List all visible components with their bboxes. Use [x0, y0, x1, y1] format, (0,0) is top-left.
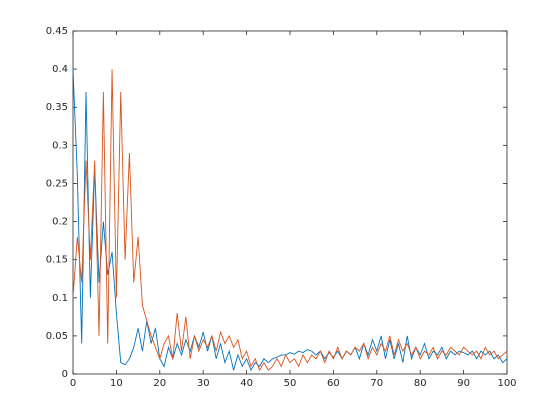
- y-tick-label: 0.1: [52, 293, 68, 304]
- y-tick-label: 0.15: [46, 255, 68, 266]
- y-tick-label: 0: [62, 369, 68, 380]
- y-tick-label: 0.25: [46, 178, 68, 189]
- y-tick-label: 0.35: [46, 102, 68, 113]
- x-tick-label: 90: [457, 378, 470, 389]
- axes-box: [72, 30, 508, 375]
- x-tick-label: 30: [197, 378, 210, 389]
- y-tick-label: 0.4: [52, 64, 68, 75]
- x-tick-label: 80: [414, 378, 427, 389]
- y-tick-label: 0.3: [52, 140, 68, 151]
- x-tick-label: 10: [110, 378, 123, 389]
- x-tick-label: 40: [240, 378, 253, 389]
- y-tick-label: 0.05: [46, 331, 68, 342]
- series-line: [72, 69, 508, 372]
- y-tick-label: 0.2: [52, 217, 68, 228]
- x-tick-label: 100: [497, 378, 516, 389]
- x-tick-label: 50: [284, 378, 297, 389]
- x-tick-label: 20: [153, 378, 166, 389]
- y-tick-label: 0.45: [46, 26, 68, 37]
- x-tick-label: 0: [70, 378, 76, 389]
- x-tick-label: 70: [370, 378, 383, 389]
- x-tick-label: 60: [327, 378, 340, 389]
